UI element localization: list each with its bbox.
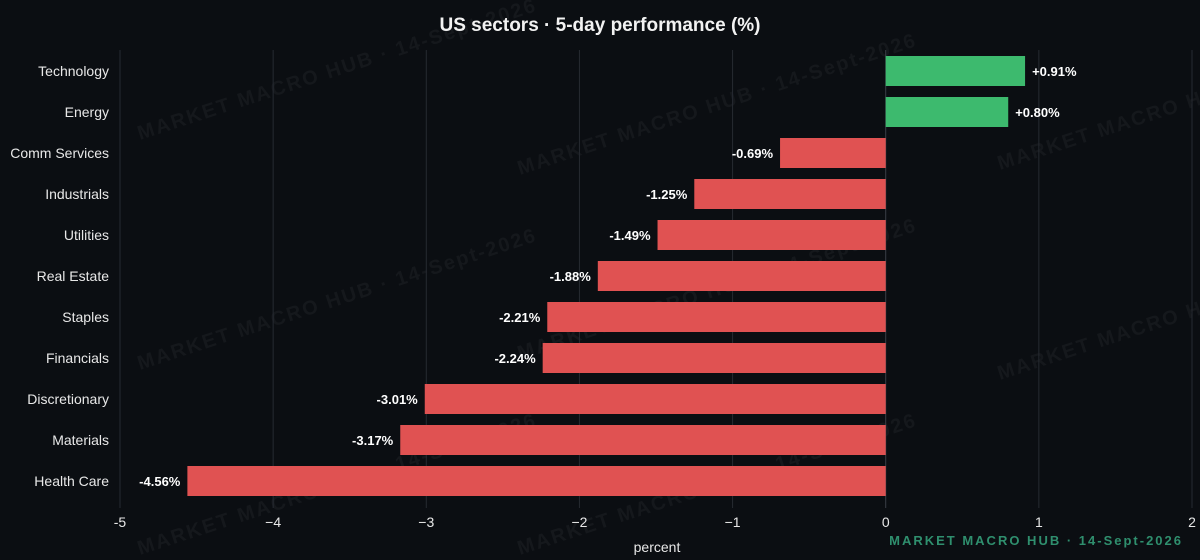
watermark-text: MARKET MACRO HUB · 14-Sept-2026 [995,24,1200,174]
category-label: Utilities [64,227,109,243]
data-label: -1.88% [550,269,592,284]
category-label: Staples [62,309,109,325]
data-label: -1.49% [609,228,651,243]
x-tick-label: 2 [1188,514,1196,530]
bar [657,220,886,250]
data-label: -4.56% [139,474,181,489]
data-label: -3.01% [377,392,419,407]
bar [597,261,886,291]
chart-title: US sectors · 5-day performance (%) [440,15,761,36]
data-label: -3.17% [352,433,394,448]
bar [885,97,1009,127]
watermark-text: MARKET MACRO HUB · 14-Sept-2026 [995,234,1200,384]
bar [187,466,886,496]
data-label: +0.80% [1015,105,1060,120]
data-label: -0.69% [732,146,774,161]
category-label: Materials [52,432,109,448]
bar [547,302,886,332]
labels-layer: Technology +0.91% Energy +0.80% Comm Service… [10,63,1077,489]
category-label: Comm Services [10,145,109,161]
x-tick-label: 0 [882,514,890,530]
watermark-text: MARKET MACRO HUB · 14-Sept-2026 [135,224,540,374]
x-axis-label: percent [634,539,681,555]
bar [424,384,886,414]
brand-footer: MARKET MACRO HUB · 14-Sept-2026 [889,533,1183,548]
x-tick-label: −4 [265,514,281,530]
category-label: Financials [46,350,109,366]
category-label: Health Care [34,473,109,489]
x-tick-label: 1 [1035,514,1043,530]
category-label: Discretionary [27,391,109,407]
bar [694,179,886,209]
data-label: -1.25% [646,187,688,202]
bar [780,138,886,168]
x-tick-label: −3 [418,514,434,530]
x-tick-label: -5 [114,514,127,530]
data-label: -2.21% [499,310,541,325]
data-label: -2.24% [494,351,536,366]
bar [542,343,886,373]
bar [885,56,1026,86]
data-label: +0.91% [1032,64,1077,79]
x-tick-label: −2 [571,514,587,530]
bars-layer [187,56,1026,496]
category-label: Energy [65,104,109,120]
category-label: Industrials [45,186,109,202]
category-label: Technology [38,63,109,79]
category-label: Real Estate [37,268,110,284]
bar [400,425,886,455]
x-tick-label: −1 [725,514,741,530]
